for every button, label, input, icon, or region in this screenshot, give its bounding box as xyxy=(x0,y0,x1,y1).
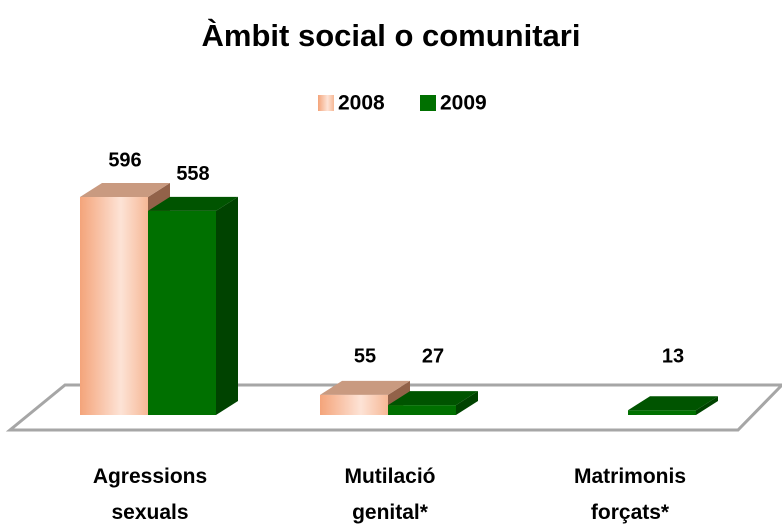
legend-label: 2009 xyxy=(440,92,487,115)
bar-top xyxy=(320,380,410,395)
bar-front xyxy=(320,394,388,415)
x-tick-label: Mutilació genital* xyxy=(344,465,435,524)
bar-top xyxy=(628,396,718,411)
bar-side xyxy=(456,391,478,415)
bar-front xyxy=(148,210,216,415)
x-tick-line: Matrimonis xyxy=(574,465,686,488)
bar xyxy=(388,391,478,415)
x-tick-line: Agressions xyxy=(93,465,207,488)
bar xyxy=(148,196,238,415)
bar-front xyxy=(628,410,696,415)
legend-swatch xyxy=(318,95,334,111)
data-label: 558 xyxy=(176,163,209,185)
bar-front xyxy=(80,197,148,415)
chart-title: Àmbit social o comunitari xyxy=(202,18,581,53)
bar-top xyxy=(388,391,478,406)
bar xyxy=(320,380,410,415)
bar-side xyxy=(216,196,238,415)
bar-top xyxy=(148,196,238,211)
legend-swatch xyxy=(420,95,436,111)
x-tick-label: Agressions sexuals xyxy=(93,465,207,524)
data-label: 27 xyxy=(422,345,444,367)
x-tick-line: sexuals xyxy=(111,501,188,524)
bar xyxy=(628,396,718,415)
bar-side xyxy=(696,396,718,415)
x-tick-line: Mutilació xyxy=(344,465,435,488)
legend-label: 2008 xyxy=(338,92,385,115)
x-tick-line: forçats* xyxy=(591,501,670,524)
bar-front xyxy=(388,405,456,415)
x-tick-line: genital* xyxy=(352,501,429,524)
data-label: 13 xyxy=(662,345,684,367)
bar-top xyxy=(80,183,170,197)
data-label: 55 xyxy=(354,345,376,367)
data-label: 596 xyxy=(108,149,141,171)
x-tick-label: Matrimonis forçats* xyxy=(574,465,686,524)
